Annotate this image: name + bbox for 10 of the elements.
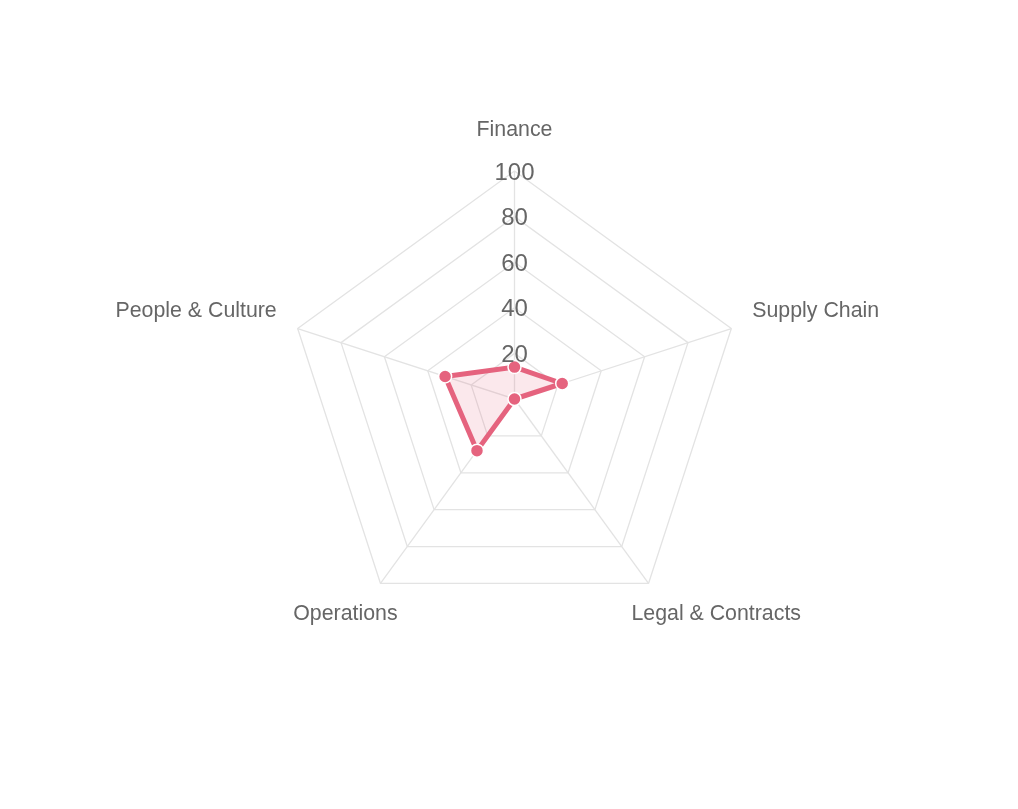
y-tick-label: 100	[494, 157, 535, 185]
y-tick-label: 60	[501, 248, 528, 276]
spoke-label: Legal & Contracts	[631, 601, 801, 626]
y-tick-label: 40	[501, 294, 528, 322]
spoke-label: Finance	[476, 117, 553, 141]
y-tick-label: 80	[501, 203, 528, 231]
y-tick-label: 20	[501, 339, 528, 367]
spoke-label: Supply Chain	[752, 297, 880, 322]
spoke-label: Operations	[293, 601, 398, 626]
spoke-label: People & Culture	[115, 297, 277, 322]
